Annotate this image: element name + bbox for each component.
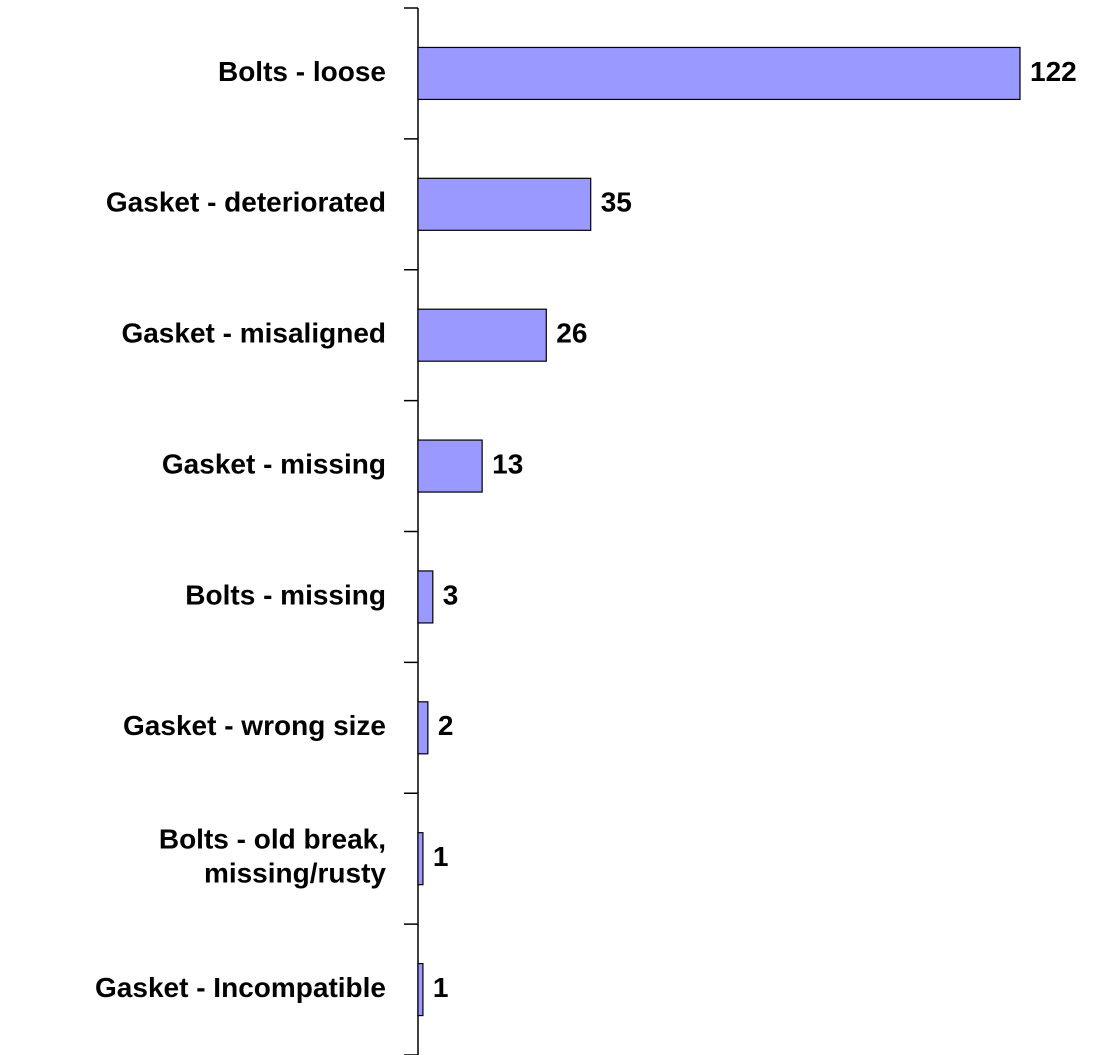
category-label: Gasket - Incompatible [95, 972, 386, 1003]
bar [417, 308, 547, 362]
value-label: 3 [443, 579, 459, 610]
bar [417, 962, 424, 1017]
value-label: 1 [433, 841, 449, 872]
category-label: Bolts - missing [185, 579, 386, 610]
bar [417, 701, 429, 755]
category-label: Bolts - old break, missing/rusty [159, 824, 387, 889]
bar [417, 570, 434, 624]
category-label: Bolts - loose [218, 56, 386, 87]
bar [417, 832, 424, 886]
category-label: Gasket - wrong size [123, 710, 386, 741]
bar [417, 439, 483, 493]
value-label: 2 [438, 710, 454, 741]
bar [417, 46, 1021, 101]
value-label: 122 [1030, 56, 1077, 87]
value-label: 35 [601, 187, 632, 218]
value-label: 1 [433, 972, 449, 1003]
category-label: Gasket - missing [162, 448, 386, 479]
category-label: Gasket - misaligned [121, 318, 386, 349]
value-label: 26 [556, 318, 587, 349]
bar [417, 177, 592, 231]
category-label: Gasket - deteriorated [106, 187, 386, 218]
value-label: 13 [492, 448, 523, 479]
